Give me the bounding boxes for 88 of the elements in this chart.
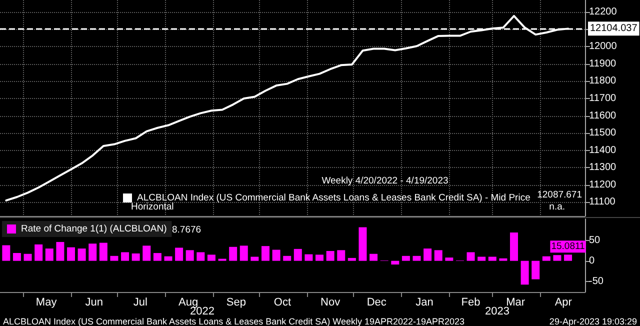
bar — [488, 256, 496, 261]
x-tick-label: Jan — [416, 296, 434, 308]
bar — [553, 255, 562, 261]
bar — [45, 248, 54, 261]
bar — [304, 254, 313, 261]
bar — [229, 246, 238, 261]
bar — [99, 242, 108, 261]
bar — [358, 227, 367, 261]
y-tick-label: 11300 — [589, 162, 617, 174]
bar — [88, 244, 97, 261]
x-tick-label: Sep — [226, 296, 246, 308]
bar — [142, 246, 151, 261]
text: 2022 — [190, 306, 214, 318]
x-tick-label: Feb — [461, 296, 480, 308]
bar — [56, 242, 64, 261]
bar — [466, 252, 475, 261]
bar — [283, 256, 292, 261]
bar — [337, 250, 346, 261]
bar — [240, 246, 248, 261]
annotation: n.a. — [549, 202, 566, 212]
bar — [153, 253, 162, 261]
y-tick-label: 11500 — [589, 128, 617, 139]
x-tick-label: May — [36, 296, 58, 308]
bar — [294, 248, 302, 261]
bar — [186, 250, 194, 261]
text: 2023 — [485, 306, 510, 318]
y-tick-label: 12000 — [589, 41, 618, 52]
annotation: 12087.671 — [537, 190, 582, 200]
bar — [34, 244, 43, 261]
bar — [499, 258, 508, 261]
x-tick-label: Nov — [320, 296, 341, 308]
x-tick-label: Apr — [554, 296, 572, 308]
y-tick-label: 0 — [589, 255, 595, 266]
annotation: Horizontal — [131, 202, 174, 212]
text: Weekly 4/20/2022 - 4/19/2023 — [322, 176, 448, 186]
bar — [78, 248, 86, 261]
bar — [402, 256, 410, 261]
bar — [121, 252, 130, 261]
y-tick-label: 11700 — [589, 92, 617, 104]
bar — [348, 258, 356, 261]
bar — [391, 260, 400, 265]
bar — [175, 248, 184, 261]
bar — [316, 254, 324, 261]
y-tick-label: 11200 — [589, 179, 617, 190]
x-tick-label: Aug — [178, 296, 198, 308]
y-tick-label: 11400 — [589, 144, 617, 156]
bar — [478, 256, 486, 261]
y-tick-label: -50 — [589, 276, 604, 287]
bar — [132, 253, 140, 261]
bar — [12, 253, 21, 261]
x-tick-label: Oct — [274, 296, 292, 308]
bar — [24, 254, 32, 261]
y-tick-label: 12200 — [589, 6, 618, 18]
bar — [261, 246, 270, 261]
text: 29-Apr-2023 19:03:29 — [549, 316, 638, 326]
bar — [272, 250, 280, 261]
bar — [532, 260, 540, 280]
bar — [250, 256, 259, 261]
bar — [67, 247, 76, 261]
data-label: 15.0811 — [551, 241, 585, 252]
x-tick-label: Jun — [85, 296, 104, 308]
y-tick-label: 50 — [589, 234, 601, 246]
bar — [412, 256, 421, 261]
bar — [110, 256, 118, 261]
y-tick-label: 11900 — [589, 58, 617, 70]
x-tick-label: Dec — [366, 296, 387, 308]
y-tick-label: 11100 — [589, 196, 616, 208]
y-tick-label: 11600 — [589, 110, 617, 122]
bar — [520, 260, 529, 285]
bar — [564, 254, 572, 261]
bar — [326, 250, 334, 261]
legend-label: Rate of Change 1(1) (ALCBLOAN) — [21, 224, 167, 234]
bar — [196, 252, 205, 261]
text: ALCBLOAN Index (US Commercial Bank Assets Loans & Leases Bank Credit SA) Weekly 19APR2022-19APR2023 — [3, 316, 465, 326]
bar — [424, 248, 432, 261]
bar — [542, 256, 550, 261]
ref-line-label: 12104.037 — [590, 23, 638, 34]
legend-label: ALCBLOAN Index (US Commercial Bank Assets Loans & Leases Bank Credit SA) - Mid Price — [137, 192, 530, 204]
bar — [207, 254, 216, 261]
x-tick-label: Jul — [133, 296, 148, 308]
bar — [445, 258, 454, 261]
bar — [370, 254, 378, 261]
annotation: 8.7676 — [172, 224, 202, 236]
bar — [434, 250, 442, 261]
y-tick-label: 11800 — [589, 76, 617, 87]
bar — [2, 245, 10, 261]
bar — [510, 232, 518, 261]
bar — [164, 256, 172, 261]
